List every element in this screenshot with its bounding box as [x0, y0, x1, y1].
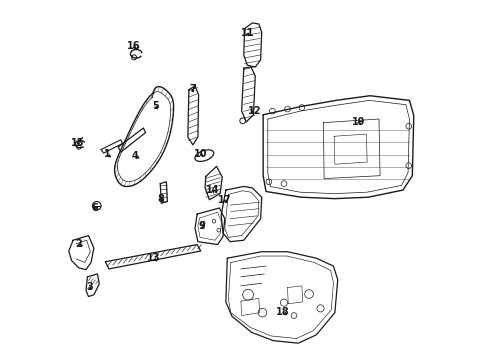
Text: 10: 10: [194, 149, 207, 159]
Text: 2: 2: [75, 239, 82, 249]
Text: 1: 1: [104, 149, 111, 159]
Text: 4: 4: [132, 151, 139, 161]
Text: 5: 5: [152, 101, 159, 111]
Text: 12: 12: [247, 106, 261, 116]
Text: 16: 16: [127, 41, 141, 51]
Text: 14: 14: [206, 185, 219, 195]
Text: 3: 3: [86, 282, 93, 292]
Text: 17: 17: [218, 195, 231, 205]
Text: 15: 15: [71, 138, 85, 148]
Text: 19: 19: [351, 117, 365, 127]
Text: 18: 18: [276, 307, 289, 317]
Text: 6: 6: [91, 203, 98, 213]
Text: 7: 7: [189, 84, 196, 94]
Text: 9: 9: [199, 221, 205, 231]
Text: 13: 13: [147, 253, 161, 263]
Text: 8: 8: [158, 194, 164, 204]
Text: 11: 11: [240, 28, 254, 38]
